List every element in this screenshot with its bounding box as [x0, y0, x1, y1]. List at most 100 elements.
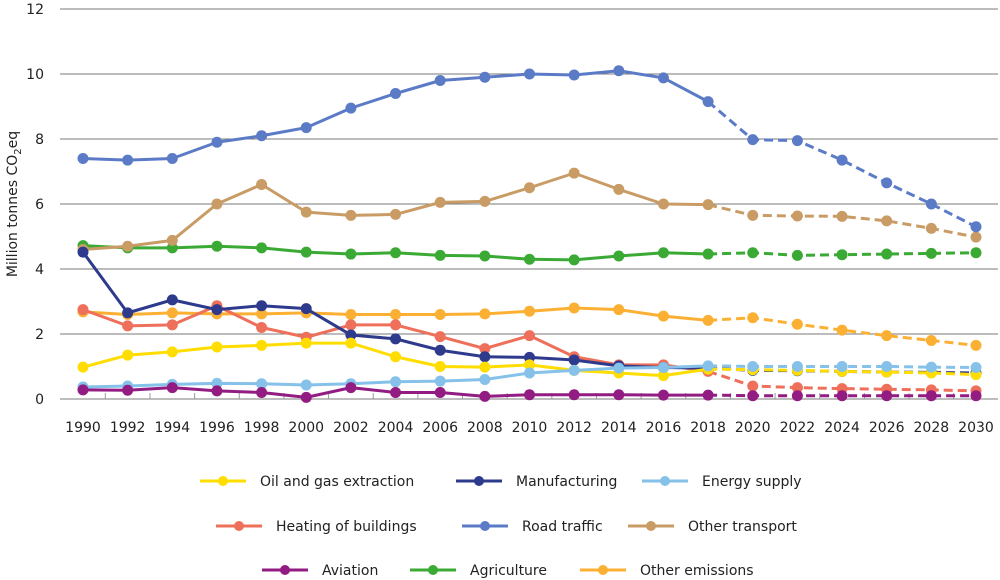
data-point [524, 359, 535, 371]
data-point [568, 389, 580, 401]
data-point [747, 380, 759, 392]
data-point [613, 304, 625, 316]
data-point [479, 308, 491, 320]
x-tick-label: 1994 [154, 420, 190, 436]
data-point [702, 360, 714, 372]
data-point [747, 312, 759, 324]
data-point [747, 390, 759, 402]
data-point [881, 177, 893, 189]
data-point [434, 331, 446, 343]
data-point [791, 318, 803, 330]
legend-item: Road traffic [462, 519, 603, 535]
data-point [925, 222, 937, 234]
data-point [836, 249, 848, 261]
gridlines [60, 8, 998, 335]
data-point [300, 303, 312, 315]
legend-item: Agriculture [410, 563, 547, 579]
data-point [657, 247, 669, 259]
x-tick-label: 2014 [601, 420, 637, 436]
data-point [434, 196, 446, 208]
data-point [791, 382, 803, 394]
data-point [657, 310, 669, 322]
x-tick-label: 2030 [958, 420, 994, 436]
data-point [77, 384, 89, 396]
data-point [390, 88, 402, 99]
data-point [345, 319, 357, 331]
data-point [524, 253, 535, 265]
x-tick-label: 2000 [288, 420, 324, 436]
data-point [211, 240, 223, 252]
x-tick-label: 2006 [422, 420, 458, 436]
data-point [345, 329, 357, 341]
data-point [881, 330, 893, 342]
data-point [166, 382, 178, 394]
data-point [390, 387, 402, 398]
data-point [791, 249, 803, 261]
data-point [747, 134, 759, 146]
legend-swatch-marker [280, 565, 290, 575]
x-tick-label: 2004 [378, 420, 414, 436]
data-point [925, 390, 937, 402]
data-point [211, 385, 223, 397]
data-point [747, 361, 759, 372]
data-point [122, 154, 134, 166]
legend-label: Other emissions [640, 563, 754, 579]
data-point [479, 351, 491, 363]
data-point [524, 68, 535, 80]
legend-swatch-marker [218, 476, 228, 486]
data-point [166, 294, 178, 306]
x-tick-label: 1996 [199, 420, 235, 436]
data-point [657, 389, 669, 401]
data-point [166, 319, 178, 331]
data-point [434, 249, 446, 261]
data-point [300, 246, 312, 258]
data-point [836, 210, 848, 222]
data-point [702, 314, 714, 326]
data-point [256, 308, 268, 320]
data-point [568, 364, 580, 376]
data-point [300, 379, 312, 391]
data-point [390, 351, 402, 363]
data-point [925, 361, 937, 373]
series-energy-supply [77, 360, 982, 393]
legend-swatch-marker [234, 521, 244, 531]
data-point [479, 343, 491, 355]
data-point [702, 248, 714, 260]
data-point [970, 361, 982, 373]
x-tick-label: 2024 [824, 420, 860, 436]
data-point [211, 136, 223, 148]
legend-label: Oil and gas extraction [260, 474, 414, 490]
series-line-historical [82, 69, 709, 162]
legend-item: Oil and gas extraction [200, 474, 414, 490]
data-point [881, 390, 893, 402]
data-point [613, 65, 625, 77]
data-point [657, 361, 669, 373]
y-tick-label: 6 [35, 197, 44, 213]
data-point [925, 198, 937, 210]
data-point [791, 210, 803, 222]
data-point [122, 384, 134, 396]
data-point [479, 361, 491, 373]
y-tick-label: 2 [35, 327, 44, 343]
data-point [524, 182, 535, 194]
data-point [702, 389, 714, 401]
data-point [568, 254, 580, 266]
data-point [524, 330, 535, 342]
legend-label: Energy supply [702, 474, 802, 490]
data-point [970, 221, 982, 233]
data-point [77, 153, 89, 164]
data-point [970, 339, 982, 351]
data-point [77, 304, 89, 316]
data-point [613, 362, 625, 374]
data-point [256, 130, 268, 142]
y-tick-label: 4 [35, 262, 44, 278]
series-lines [77, 65, 982, 403]
data-point [345, 337, 357, 349]
legend-item: Heating of buildings [216, 519, 417, 535]
legend-swatch-marker [480, 521, 490, 531]
data-point [747, 247, 759, 259]
data-point [77, 361, 89, 373]
data-point [300, 337, 312, 349]
data-point [613, 250, 625, 262]
data-point [568, 354, 580, 366]
